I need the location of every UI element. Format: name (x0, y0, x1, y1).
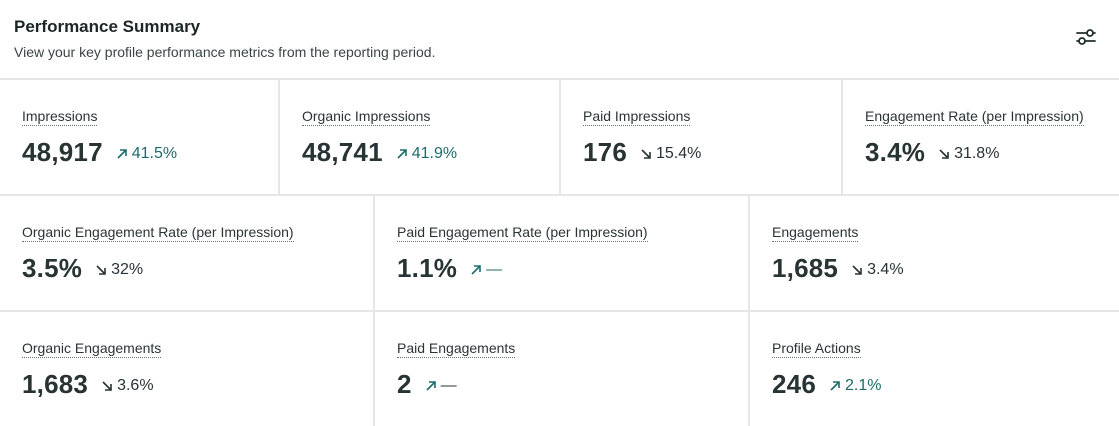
metric-change: — (424, 376, 457, 396)
metric-value: 1,685 (772, 253, 839, 283)
metric-label[interactable]: Engagement Rate (per Impression) (865, 108, 1084, 126)
arrow-down-right-icon (852, 265, 862, 275)
arrow-up-right-icon (117, 149, 127, 159)
metric-card-organic-impressions: Organic Impressions 48,741 41.9% (280, 80, 561, 194)
metric-label[interactable]: Paid Impressions (583, 108, 691, 126)
metric-change: 41.5% (115, 144, 177, 164)
metrics-row-1: Impressions 48,917 41.5% Organic Impress… (0, 80, 1119, 196)
metric-label[interactable]: Paid Engagement Rate (per Impression) (397, 224, 648, 242)
metric-card-impressions: Impressions 48,917 41.5% (0, 80, 280, 194)
metric-label[interactable]: Profile Actions (772, 340, 861, 358)
arrow-down-right-icon (641, 149, 651, 159)
arrow-down-right-icon (939, 149, 949, 159)
metric-value: 246 (772, 369, 816, 399)
metric-card-organic-engagement-rate: Organic Engagement Rate (per Impression)… (0, 196, 375, 310)
metric-card-paid-engagement-rate: Paid Engagement Rate (per Impression) 1.… (375, 196, 750, 310)
metric-change: 31.8% (937, 144, 999, 164)
arrow-down-right-icon (102, 381, 112, 391)
metric-card-organic-engagements: Organic Engagements 1,683 3.6% (0, 312, 375, 426)
metric-change: 32% (94, 260, 143, 280)
metrics-row-2: Organic Engagement Rate (per Impression)… (0, 196, 1119, 312)
metric-change: 3.6% (100, 376, 154, 396)
panel-title: Performance Summary (14, 17, 201, 36)
metric-value: 2 (397, 369, 412, 399)
metric-card-engagement-rate: Engagement Rate (per Impression) 3.4% 31… (843, 80, 1119, 194)
metric-label[interactable]: Organic Engagement Rate (per Impression) (22, 224, 294, 242)
metric-value: 3.4% (865, 137, 926, 167)
metric-card-paid-impressions: Paid Impressions 176 15.4% (561, 80, 843, 194)
arrow-up-right-icon (471, 265, 481, 275)
metric-value: 48,917 (22, 137, 103, 167)
metric-change: 2.1% (828, 376, 881, 396)
arrow-down-right-icon (96, 265, 106, 275)
metric-label[interactable]: Paid Engagements (397, 340, 516, 358)
panel-subtitle: View your key profile performance metric… (14, 44, 436, 60)
metric-change: 15.4% (639, 144, 701, 164)
panel-header: Performance Summary View your key profil… (0, 0, 1119, 80)
metric-value: 176 (583, 137, 627, 167)
arrow-up-right-icon (830, 381, 840, 391)
metric-card-profile-actions: Profile Actions 246 2.1% (750, 312, 1119, 426)
metric-change: 41.9% (395, 144, 457, 164)
arrow-up-right-icon (426, 381, 436, 391)
metric-change: — (469, 260, 502, 280)
arrow-up-right-icon (397, 149, 407, 159)
metric-label[interactable]: Engagements (772, 224, 859, 242)
metrics-row-3: Organic Engagements 1,683 3.6% Paid Enga… (0, 312, 1119, 426)
metric-value: 3.5% (22, 253, 83, 283)
metric-card-engagements: Engagements 1,685 3.4% (750, 196, 1119, 310)
metric-card-paid-engagements: Paid Engagements 2 — (375, 312, 750, 426)
metric-value: 1,683 (22, 369, 89, 399)
customize-metrics-button[interactable] (1075, 26, 1097, 48)
metric-label[interactable]: Organic Engagements (22, 340, 162, 358)
metric-value: 48,741 (302, 137, 383, 167)
sliders-icon (1076, 29, 1096, 45)
metric-label[interactable]: Impressions (22, 108, 98, 126)
metric-value: 1.1% (397, 253, 458, 283)
metric-change: 3.4% (850, 260, 904, 280)
metric-label[interactable]: Organic Impressions (302, 108, 431, 126)
